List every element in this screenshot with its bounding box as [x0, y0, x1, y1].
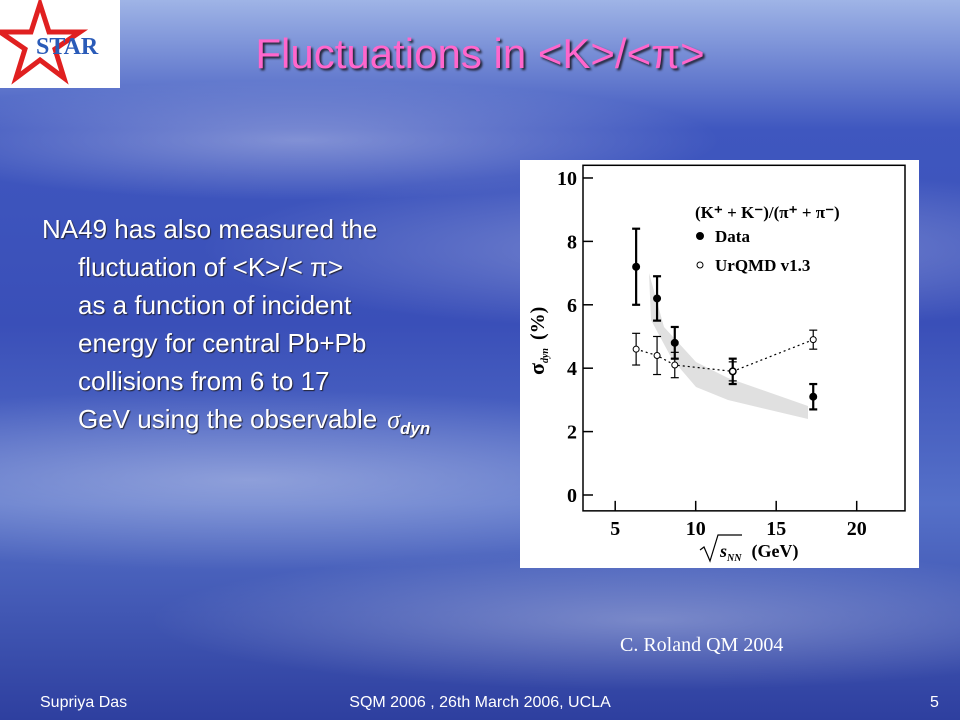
chart-panel: 0 2 4 6 8 10 5 10 15 20 σdyn (%) sNN (GeV) (K⁺ + K⁻)/(…	[520, 160, 919, 568]
caption: C. Roland QM 2004	[620, 634, 784, 656]
data-point	[671, 361, 679, 369]
x-axis-label: sNN (GeV)	[719, 541, 798, 564]
legend-title: (K⁺ + K⁻)/(π⁺ + π⁻)	[695, 203, 840, 222]
body-text: NA49 has also measured the fluctuation of…	[42, 210, 430, 448]
footer-right: 5	[930, 694, 939, 711]
y-tick-label: 6	[567, 295, 577, 317]
body-line: GeV using the observable σdyn	[78, 404, 431, 439]
logo-graphic: STAR	[0, 0, 99, 85]
x-tick-label: 20	[847, 518, 867, 540]
y-tick-label: 0	[567, 485, 577, 507]
series-line	[635, 339, 814, 372]
plot-frame	[582, 164, 906, 512]
y-label-unit: (%)	[527, 307, 549, 340]
data-point	[809, 336, 817, 344]
x-label-subscript: NN	[726, 553, 742, 564]
body-line: collisions from 6 to 17	[78, 366, 330, 396]
observable-symbol: σ	[387, 405, 401, 434]
data-point	[670, 338, 679, 347]
x-label-symbol: s	[719, 541, 727, 561]
body-line: NA49 has also measured the	[42, 214, 378, 244]
logo-text: STAR	[36, 34, 99, 60]
data-point	[632, 345, 640, 353]
data-point	[632, 262, 641, 271]
chart: 0 2 4 6 8 10 5 10 15 20 σdyn (%) sNN (GeV) (K⁺ + K⁻)/(…	[524, 164, 906, 564]
x-tick-label: 5	[610, 518, 620, 540]
legend-label: UrQMD v1.3	[715, 256, 810, 275]
x-label-unit: (GeV)	[751, 541, 798, 562]
footer-left: Supriya Das	[40, 694, 128, 711]
y-tick-label: 8	[567, 231, 577, 253]
y-tick-label: 10	[557, 168, 577, 190]
y-tick-label: 4	[567, 358, 577, 380]
legend-label: Data	[715, 227, 750, 246]
legend-marker	[696, 232, 704, 240]
body-line: fluctuation of <K>/< π>	[78, 252, 344, 282]
x-tick-label: 10	[686, 518, 706, 540]
body-line: energy for central Pb+Pb	[78, 328, 367, 358]
y-tick-label: 2	[567, 422, 577, 444]
y-label-symbol: σ	[524, 363, 549, 375]
observable-subscript: dyn	[400, 419, 431, 439]
data-point	[653, 294, 662, 303]
footer-center: SQM 2006 , 26th March 2006, UCLA	[349, 694, 611, 711]
y-label-subscript: dyn	[540, 348, 551, 363]
body-line: as a function of incident	[78, 290, 352, 320]
sqrt-sign	[699, 534, 742, 563]
model-band	[649, 273, 808, 419]
data-point	[729, 367, 737, 375]
data-point	[653, 352, 661, 360]
x-tick-label: 15	[766, 518, 786, 540]
logo: STAR	[0, 0, 120, 88]
slide-title: Fluctuations in <K>/<π>	[255, 30, 705, 77]
data-point	[809, 392, 818, 401]
y-axis-label: σdyn (%)	[524, 307, 551, 375]
legend-marker	[696, 261, 704, 269]
